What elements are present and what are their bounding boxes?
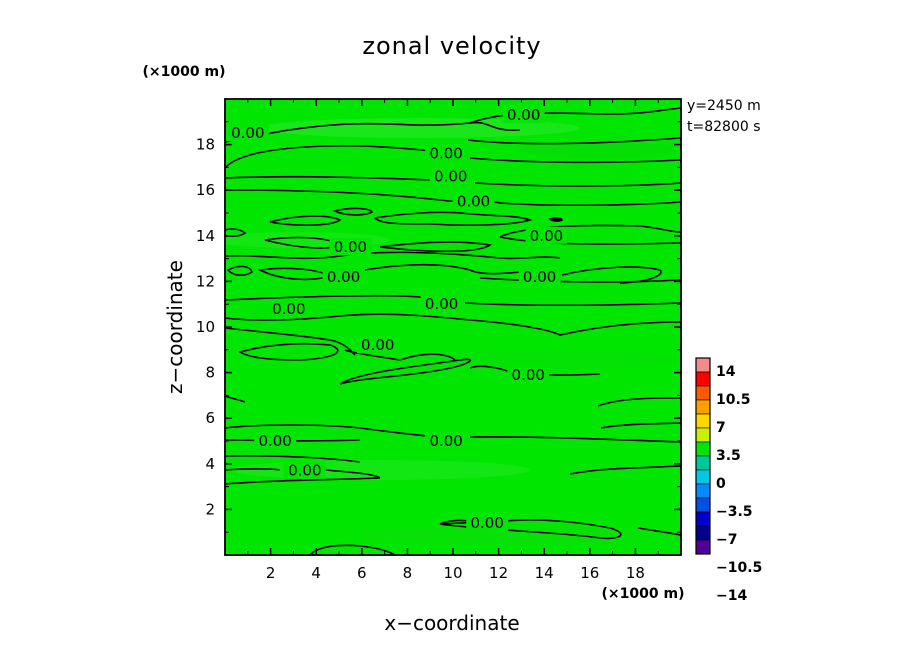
contour-label-bg	[525, 226, 568, 244]
x-tick-label: 16	[580, 564, 599, 582]
contour-label-bg	[420, 295, 463, 313]
contour-label: 0.00	[434, 168, 467, 186]
contour-label: 0.00	[507, 106, 540, 124]
contour-label: 0.00	[361, 336, 394, 354]
x-axis-ticks: 2 4 6 8 10 12 14 16 18	[247, 99, 659, 582]
contour-label: 0.00	[512, 366, 545, 384]
colorbar-bin	[695, 413, 711, 429]
colorbar-tick-label: 14	[716, 364, 736, 380]
colorbar-tick-label: −10.5	[716, 560, 762, 576]
x-tick-label: 2	[266, 564, 276, 582]
colorbar-tick-label: −3.5	[716, 504, 753, 520]
colorbar-bin	[695, 525, 711, 541]
colorbar-bin	[695, 511, 711, 527]
x-tick-label: 4	[311, 564, 321, 582]
contour-labels: 0.00 0.00 0.00 0.00 0.00 0.00 0.00 0.00 0.00 0.00…	[226, 105, 568, 532]
contour-label: 0.00	[429, 145, 462, 163]
contour-label-bg	[425, 432, 468, 449]
y-tick-label: 16	[196, 181, 215, 199]
contour-label: 0.00	[272, 300, 305, 318]
info-line-1: y=2450 m	[687, 98, 761, 114]
contour-lines	[225, 107, 681, 555]
contour-label: 0.00	[523, 268, 556, 286]
contour-label-bg	[254, 432, 297, 449]
x-unit-label: (×1000 m)	[602, 586, 685, 602]
contour-label-bg	[322, 267, 365, 285]
y-axis-ticks: 2 4 6 8 10 12 14 16 18	[196, 121, 681, 533]
y-tick-label: 14	[196, 227, 215, 245]
colorbar-frame	[695, 357, 711, 555]
colorbar-bin	[695, 357, 711, 373]
contour-label-bg	[267, 299, 310, 317]
contour-label-bg	[283, 461, 326, 479]
contour-label-bg	[518, 267, 561, 285]
y-tick-label: 10	[196, 318, 215, 336]
colorbar-bin	[695, 483, 711, 499]
x-tick-label: 6	[357, 564, 367, 582]
contour-label: 0.00	[470, 514, 503, 532]
colorbar-bin	[695, 455, 711, 471]
y-tick-label: 8	[205, 364, 215, 382]
contour-label: 0.00	[327, 268, 360, 286]
colorbar: 14 10.5 7 3.5 0 −3.5 −7 −10.5 −14	[695, 357, 762, 604]
x-axis-label: x−coordinate	[384, 611, 519, 635]
x-tick-label: 12	[489, 564, 508, 582]
contour-label: 0.00	[457, 193, 490, 211]
x-tick-label: 14	[535, 564, 554, 582]
contour-label: 0.00	[425, 295, 458, 313]
contour-label-bg	[502, 105, 545, 123]
contour-label: 0.00	[334, 238, 367, 256]
y-unit-label: (×1000 m)	[143, 64, 226, 80]
contour-label-bg	[329, 238, 372, 256]
x-tick-label: 10	[443, 564, 462, 582]
colorbar-tick-label: 10.5	[716, 392, 751, 408]
y-axis-label: z−coordinate	[163, 260, 187, 394]
contour-label-bg	[507, 365, 550, 383]
contour-label-bg	[466, 514, 509, 532]
colorbar-bin	[695, 469, 711, 485]
x-tick-label: 18	[626, 564, 645, 582]
y-tick-label: 4	[205, 455, 215, 473]
contour-label: 0.00	[429, 432, 462, 450]
contour-label: 0.00	[288, 462, 321, 480]
contour-label: 0.00	[258, 432, 291, 450]
y-tick-label: 12	[196, 272, 215, 290]
contour-label-bg	[452, 192, 495, 210]
colorbar-bin	[695, 441, 711, 457]
colorbar-bin	[695, 497, 711, 513]
y-tick-label: 2	[205, 500, 215, 518]
contour-label-bg	[356, 336, 399, 354]
contour-label: 0.00	[231, 124, 264, 142]
colorbar-bin	[695, 427, 711, 443]
colorbar-bin	[695, 371, 711, 387]
x-tick-label: 8	[403, 564, 413, 582]
y-tick-label: 18	[196, 136, 215, 154]
colorbar-tick-label: 7	[716, 420, 726, 436]
info-line-2: t=82800 s	[687, 119, 761, 135]
y-tick-label: 6	[205, 409, 215, 427]
colorbar-bin	[695, 385, 711, 401]
colorbar-bin	[695, 539, 711, 555]
contour-label-bg	[429, 167, 472, 185]
colorbar-bin	[695, 399, 711, 415]
colorbar-tick-label: 0	[716, 476, 726, 492]
contour-label-bg	[226, 124, 269, 142]
colorbar-tick-label: −14	[716, 588, 747, 604]
colorbar-tick-label: 3.5	[716, 448, 741, 464]
contour-label: 0.00	[530, 227, 563, 245]
contour-label-bg	[425, 144, 468, 162]
colorbar-tick-label: −7	[716, 532, 737, 548]
chart-title: zonal velocity	[362, 32, 541, 60]
